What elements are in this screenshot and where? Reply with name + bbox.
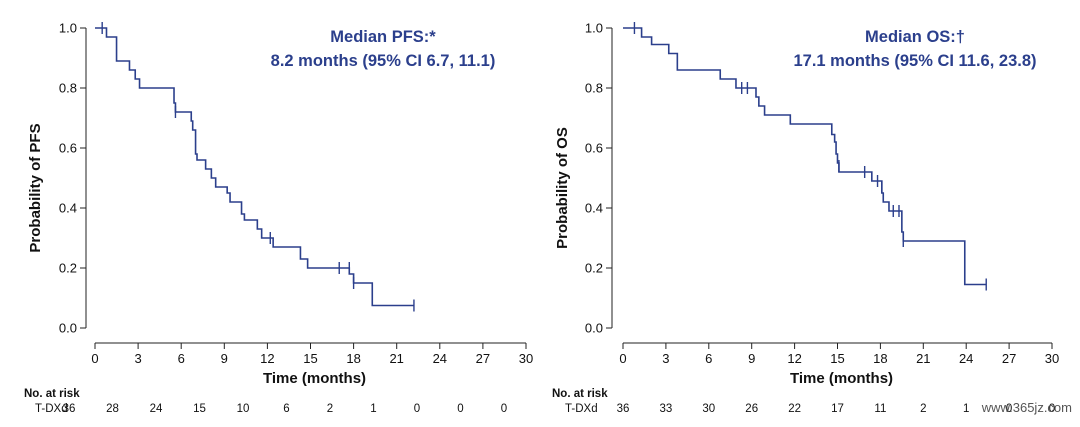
- y-tick-label: 0.0: [59, 321, 77, 336]
- risk-table-value: 17: [831, 403, 844, 415]
- median-value: 17.1 months (95% CI 11.6, 23.8): [793, 52, 1036, 70]
- x-tick-label: 12: [260, 351, 274, 366]
- risk-table-value: 15: [193, 403, 206, 415]
- median-label: Median PFS:*: [330, 28, 436, 46]
- risk-table-value: 28: [106, 403, 119, 415]
- risk-table-value: 0: [1006, 403, 1012, 415]
- x-tick-label: 12: [787, 351, 801, 366]
- y-tick-label: 0.6: [585, 141, 603, 156]
- x-tick-label: 27: [1002, 351, 1016, 366]
- x-axis-label: Time (months): [790, 370, 893, 387]
- y-tick-label: 0.6: [59, 141, 77, 156]
- km-panel-1: 0.00.20.40.60.81.00 3 6 9 12 15 18 21 24 27 30Time…: [24, 21, 533, 416]
- risk-table-value: 0: [1049, 403, 1055, 415]
- x-tick-label: 30: [519, 351, 533, 366]
- y-tick-label: 0.8: [59, 81, 77, 96]
- median-value: 8.2 months (95% CI 6.7, 11.1): [271, 52, 496, 70]
- risk-table-value: 30: [702, 403, 715, 415]
- y-tick-label: 1.0: [59, 21, 77, 36]
- x-tick-label: 30: [1045, 351, 1059, 366]
- x-tick-label: 18: [346, 351, 360, 366]
- x-tick-label: 18: [873, 351, 887, 366]
- survival-curve: [95, 27, 414, 307]
- y-axis-label: Probability of OS: [554, 127, 571, 249]
- x-tick-label: 24: [433, 351, 447, 366]
- x-tick-label: 15: [830, 351, 844, 366]
- x-tick-label: 0: [91, 351, 98, 366]
- x-tick-label: 15: [303, 351, 317, 366]
- y-tick-label: 0.4: [59, 201, 77, 216]
- risk-table-value: 26: [745, 403, 758, 415]
- risk-table-value: 0: [501, 403, 507, 415]
- risk-table-header: No. at risk: [24, 388, 80, 400]
- risk-table-value: 6: [283, 403, 289, 415]
- risk-table-value: 2: [920, 403, 926, 415]
- risk-table-value: 24: [150, 403, 163, 415]
- risk-table-value: 1: [370, 403, 376, 415]
- x-tick-label: 9: [221, 351, 228, 366]
- y-tick-label: 0.8: [585, 81, 603, 96]
- risk-table-value: 22: [788, 403, 801, 415]
- risk-table-value: 36: [63, 403, 76, 415]
- x-tick-label: 3: [662, 351, 669, 366]
- y-tick-label: 1.0: [585, 21, 603, 36]
- survival-curve: [623, 27, 987, 286]
- x-tick-label: 24: [959, 351, 973, 366]
- risk-table-value: 0: [457, 403, 463, 415]
- y-tick-label: 0.4: [585, 201, 603, 216]
- x-tick-label: 3: [134, 351, 141, 366]
- x-tick-label: 21: [389, 351, 403, 366]
- y-tick-label: 0.2: [59, 261, 77, 276]
- x-tick-label: 0: [619, 351, 626, 366]
- y-tick-label: 0.0: [585, 321, 603, 336]
- x-tick-label: 6: [705, 351, 712, 366]
- risk-table-value: 0: [414, 403, 420, 415]
- risk-table-value: 11: [874, 403, 886, 415]
- x-axis-label: Time (months): [263, 370, 366, 387]
- median-label: Median OS:†: [865, 28, 965, 46]
- risk-table-value: 10: [237, 403, 250, 415]
- y-axis-label: Probability of PFS: [27, 123, 44, 252]
- risk-table-value: 36: [617, 403, 630, 415]
- x-tick-label: 9: [748, 351, 755, 366]
- watermark-text: www.365jz.com: [981, 400, 1072, 415]
- km-panel-2: 0.00.20.40.60.81.00 3 6 9 12 15 18 21 24 27 30Time…: [552, 21, 1059, 416]
- risk-table-value: 1: [963, 403, 969, 415]
- risk-table-value: 33: [660, 403, 673, 415]
- risk-table-header: No. at risk: [552, 388, 608, 400]
- y-tick-label: 0.2: [585, 261, 603, 276]
- x-tick-label: 21: [916, 351, 930, 366]
- x-tick-label: 6: [178, 351, 185, 366]
- risk-table-value: 2: [327, 403, 333, 415]
- risk-table-row-label: T-DXd: [35, 403, 68, 415]
- x-tick-label: 27: [476, 351, 490, 366]
- risk-table-row-label: T-DXd: [565, 403, 598, 415]
